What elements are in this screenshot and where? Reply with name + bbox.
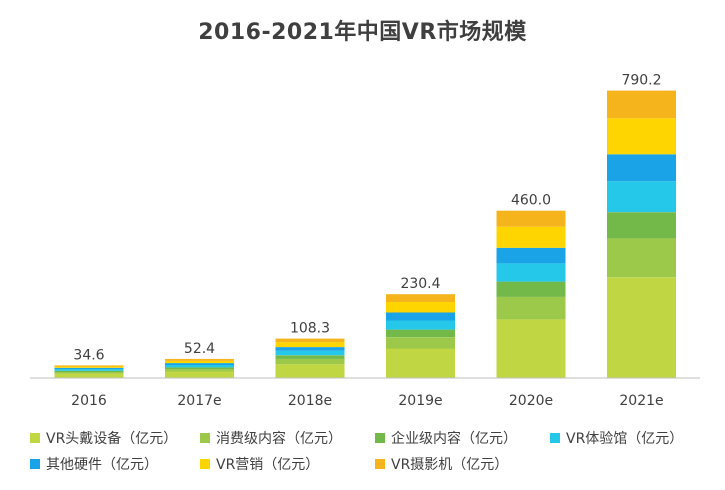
bar-segment-2016-s3: [54, 369, 124, 371]
total-label-2018e: 108.3: [290, 321, 330, 337]
bar-segment-2019e-s6: [386, 294, 455, 302]
bar-segment-2019e-s0: [386, 348, 455, 378]
bar-segment-2020e-s5: [496, 226, 566, 248]
legend-swatch-enterprise-content: [375, 433, 385, 443]
bar-segment-2018e-s0: [275, 364, 345, 378]
chart-title: 2016-2021年中国VR市场规模: [198, 20, 527, 45]
x-tick-label-2017e: 2017e: [177, 393, 221, 409]
bar-segment-2018e-s3: [275, 350, 345, 356]
bar-segment-2016-s6: [54, 365, 124, 367]
bar-segment-2019e-s4: [386, 312, 455, 321]
legend-item-consumer-content: 消费级内容（亿元）: [200, 428, 375, 448]
legend-row-2: 其他硬件（亿元） VR营销（亿元） VR摄影机（亿元）: [30, 451, 720, 477]
x-tick-label-2018e: 2018e: [288, 393, 332, 409]
x-tick-label-2016: 2016: [71, 393, 107, 409]
legend-label-enterprise-content: 企业级内容（亿元）: [391, 431, 517, 447]
legend-item-marketing: VR营销（亿元）: [200, 454, 375, 474]
bar-segment-2021e-s6: [607, 90, 676, 119]
bar-segment-2016-s5: [54, 366, 124, 368]
x-tick-label-2021e: 2021e: [619, 393, 663, 409]
x-tick-label-2019e: 2019e: [398, 393, 442, 409]
legend-swatch-consumer-content: [200, 433, 210, 443]
bar-segment-2019e-s3: [386, 320, 455, 330]
bar-segment-2018e-s5: [275, 342, 345, 348]
bar-segment-2019e-s1: [386, 337, 455, 349]
bar-segment-2018e-s6: [275, 338, 345, 343]
legend-label-marketing: VR营销（亿元）: [216, 457, 320, 473]
legend-swatch-experience-hall: [550, 433, 560, 443]
bar-segment-2017e-s1: [165, 369, 234, 372]
x-tick-label-2020e: 2020e: [509, 393, 553, 409]
legend-swatch-other-hardware: [30, 459, 40, 469]
bars-group: [54, 90, 676, 378]
bar-segment-2017e-s5: [165, 360, 234, 364]
legend-item-enterprise-content: 企业级内容（亿元）: [375, 428, 550, 448]
bar-segment-2018e-s2: [275, 355, 345, 359]
legend-label-experience-hall: VR体验馆（亿元）: [566, 431, 684, 447]
legend-item-camera: VR摄影机（亿元）: [375, 454, 508, 474]
bar-segment-2016-s0: [54, 373, 124, 378]
bar-segment-2016-s1: [54, 372, 124, 374]
bar-segment-2020e-s3: [496, 263, 566, 282]
bar-segment-2020e-s0: [496, 319, 566, 378]
bar-segment-2020e-s6: [496, 210, 566, 227]
legend-swatch-marketing: [200, 459, 210, 469]
legend-swatch-camera: [375, 459, 385, 469]
legend-row-1: VR头戴设备（亿元） 消费级内容（亿元） 企业级内容（亿元） VR体验馆（亿元）: [30, 425, 720, 451]
bar-segment-2019e-s5: [386, 302, 455, 313]
bar-segment-2017e-s2: [165, 367, 234, 370]
bar-segment-2018e-s4: [275, 347, 345, 351]
total-label-2021e: 790.2: [621, 73, 661, 89]
legend-label-other-hardware: 其他硬件（亿元）: [46, 457, 158, 473]
bar-segment-2016-s2: [54, 370, 124, 372]
legend: VR头戴设备（亿元） 消费级内容（亿元） 企业级内容（亿元） VR体验馆（亿元）…: [30, 425, 720, 477]
bar-segment-2021e-s1: [607, 238, 676, 278]
bar-segment-2020e-s2: [496, 281, 566, 297]
bar-segment-2019e-s2: [386, 329, 455, 338]
legend-label-headset: VR头戴设备（亿元）: [46, 431, 178, 447]
total-label-2019e: 230.4: [400, 276, 440, 292]
bar-segment-2017e-s4: [165, 363, 234, 365]
bar-segment-2021e-s4: [607, 154, 676, 182]
x-tick-labels-group: 2016 2017e 2018e 2019e 2020e 2021e: [71, 393, 663, 409]
bar-segment-2017e-s3: [165, 365, 234, 368]
legend-label-consumer-content: 消费级内容（亿元）: [216, 431, 342, 447]
legend-label-camera: VR摄影机（亿元）: [391, 457, 509, 473]
bar-segment-2021e-s0: [607, 277, 676, 378]
bar-segment-2020e-s4: [496, 247, 566, 264]
legend-item-other-hardware: 其他硬件（亿元）: [30, 454, 200, 474]
bar-segment-2021e-s2: [607, 212, 676, 239]
bar-segment-2021e-s3: [607, 181, 676, 213]
total-label-2016: 34.6: [73, 347, 104, 363]
total-labels-group: 34.6 52.4 108.3 230.4 460.0 790.2: [73, 73, 661, 364]
legend-item-experience-hall: VR体验馆（亿元）: [550, 428, 683, 448]
legend-item-headset: VR头戴设备（亿元）: [30, 428, 200, 448]
bar-segment-2021e-s5: [607, 118, 676, 155]
total-label-2020e: 460.0: [511, 193, 551, 209]
bar-segment-2017e-s0: [165, 371, 234, 378]
bar-segment-2016-s4: [54, 367, 124, 370]
bar-segment-2020e-s1: [496, 296, 566, 320]
total-label-2017e: 52.4: [184, 341, 215, 357]
bar-segment-2018e-s1: [275, 358, 345, 365]
bar-segment-2017e-s6: [165, 358, 234, 361]
legend-swatch-headset: [30, 433, 40, 443]
